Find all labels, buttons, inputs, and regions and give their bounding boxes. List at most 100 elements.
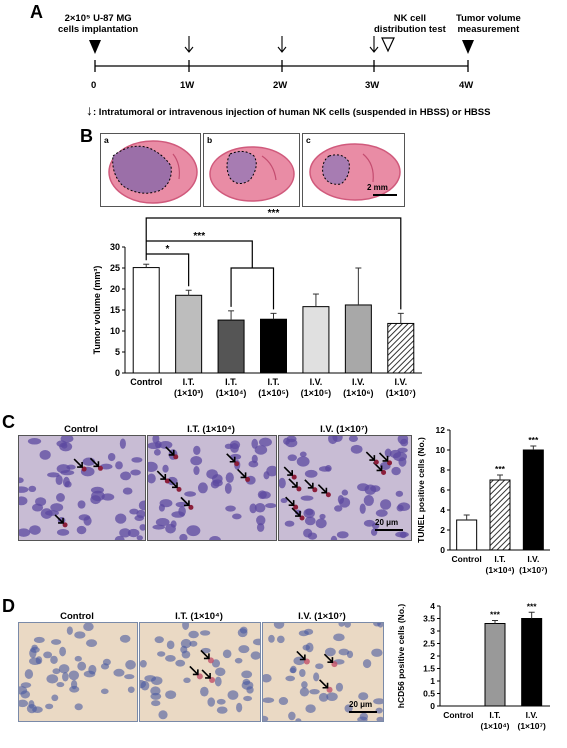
category-label-line2: (1×10⁶) <box>343 388 373 398</box>
implant-label-line1: 2×10⁵ U-87 MG <box>64 13 132 24</box>
nucleus <box>380 499 392 510</box>
nucleus <box>50 655 58 664</box>
tunel-title-iv: I.V. (1×10⁷) <box>320 424 368 435</box>
implant-arrowhead-icon <box>89 40 101 54</box>
hcd56-image-it <box>139 622 261 722</box>
nucleus <box>74 703 83 711</box>
nucleus <box>332 436 343 443</box>
sig-label: *** <box>193 231 205 242</box>
nk-label-line2: distribution test <box>374 24 446 35</box>
nucleus <box>207 697 216 707</box>
nucleus <box>224 482 232 494</box>
nucleus <box>62 476 70 488</box>
injection-arrow-icon <box>277 36 287 53</box>
nucleus <box>363 519 376 527</box>
hcd56-scale-bar-line <box>349 711 377 713</box>
nucleus <box>101 493 115 501</box>
nucleus <box>155 518 170 527</box>
brain-section-a: a <box>100 133 201 207</box>
nucleus <box>251 438 258 449</box>
nucleus <box>225 472 234 483</box>
nucleus <box>279 477 286 489</box>
scale-bar-label: 2 mm <box>367 183 388 192</box>
category-label-line2: (1×10⁴) <box>216 388 247 398</box>
nucleus <box>74 655 82 662</box>
nucleus <box>285 675 296 682</box>
nucleus <box>251 454 258 464</box>
nucleus <box>263 471 270 480</box>
hcd56-chart: 0 0.5 1 1.5 2 2.5 3 3.5 4 hCD56 positive cells (N… <box>396 601 550 731</box>
tunel-scale-bar-label: 20 μm <box>375 518 399 527</box>
nucleus <box>303 508 315 519</box>
nucleus <box>373 698 383 705</box>
arrow-icon <box>296 650 306 661</box>
nucleus <box>76 525 87 535</box>
nucleus <box>396 504 404 512</box>
nucleus <box>66 626 73 635</box>
category-label-line2: (1×10⁷) <box>518 721 546 731</box>
nucleus <box>29 525 41 535</box>
category-label: I.T. <box>494 554 505 564</box>
category-label-line2: (1×10⁴) <box>485 565 514 575</box>
hcd56-image-iv: 20 μm <box>262 622 384 722</box>
injection-arrows <box>184 36 379 53</box>
y-tick-label: 3 <box>430 626 435 636</box>
bar <box>489 479 511 551</box>
nucleus <box>299 451 307 458</box>
nucleus <box>197 482 208 494</box>
nucleus <box>46 674 59 684</box>
y-tick-label: 2 <box>430 651 435 661</box>
nucleus <box>375 707 383 714</box>
nucleus <box>113 668 125 677</box>
hcd56-title-it: I.T. (1×10⁴) <box>175 611 223 622</box>
nucleus <box>243 695 253 702</box>
bar <box>260 318 287 374</box>
nucleus <box>83 516 92 526</box>
category-label-line2: (1×10⁷) <box>386 388 416 398</box>
nucleus <box>393 451 408 462</box>
nucleus <box>83 623 94 632</box>
arrow-icon <box>318 679 329 689</box>
tick-label-0: 0 <box>91 80 97 91</box>
nucleus <box>264 503 276 509</box>
nucleus <box>119 634 131 643</box>
nucleus <box>127 686 135 693</box>
nucleus <box>333 633 345 642</box>
nucleus <box>250 651 260 660</box>
injection-legend: ↓: Intratumoral or intravenous injection… <box>86 102 490 118</box>
nucleus <box>19 477 24 484</box>
nucleus <box>362 659 372 669</box>
nucleus <box>242 678 251 686</box>
implant-label: 2×10⁵ U-87 MG cells implantation <box>58 13 138 35</box>
nucleus <box>315 518 327 529</box>
nucleus <box>171 511 185 518</box>
tick-label-3w: 3W <box>365 80 380 91</box>
nucleus <box>295 718 302 721</box>
nucleus <box>283 437 290 445</box>
nucleus <box>397 447 408 453</box>
nucleus <box>234 657 243 664</box>
nucleus <box>348 436 358 443</box>
hcd56-control-svg <box>19 623 136 714</box>
tunel-image-control <box>18 435 146 541</box>
nucleus <box>152 524 166 530</box>
category-label: Control <box>452 554 482 564</box>
nucleus <box>91 490 105 502</box>
nucleus <box>298 630 309 637</box>
nucleus <box>28 700 35 709</box>
nucleus <box>56 493 65 502</box>
significance-label: *** <box>490 610 501 620</box>
category-label: I.T. <box>225 377 237 387</box>
nucleus <box>376 716 383 721</box>
nucleus <box>62 672 69 682</box>
category-label: Control <box>443 710 473 720</box>
y-tick-label: 25 <box>110 263 120 273</box>
nucleus <box>338 623 345 627</box>
nucleus <box>83 670 96 678</box>
arrow-icon <box>168 478 178 489</box>
panel-b-letter: B <box>80 126 93 146</box>
y-tick-label: 10 <box>436 445 446 455</box>
nk-test-open-arrowhead-icon <box>381 37 395 53</box>
nucleus <box>120 471 132 481</box>
nucleus <box>19 486 29 493</box>
